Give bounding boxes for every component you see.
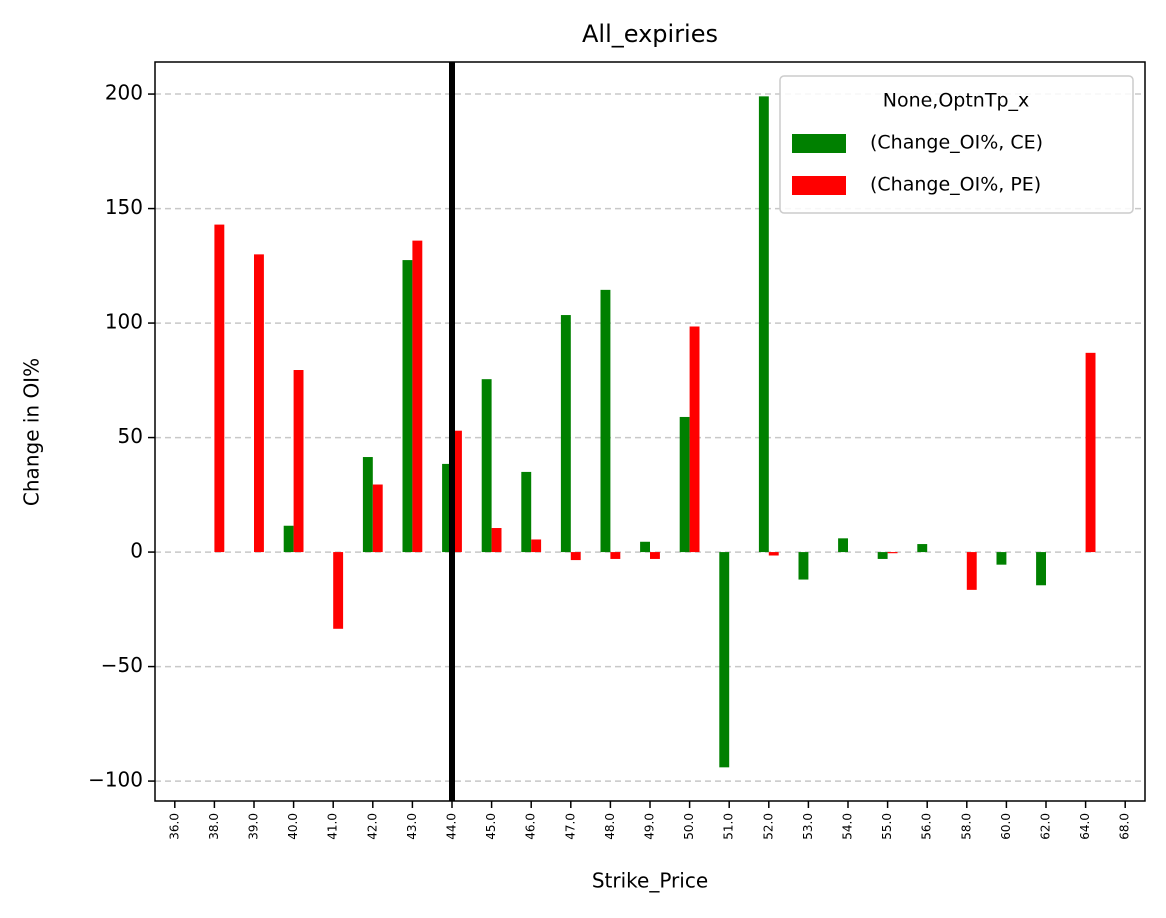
bar <box>442 463 452 553</box>
bar <box>293 370 304 553</box>
x-tick-label: 39.0 <box>247 813 261 840</box>
x-tick-label: 60.0 <box>999 813 1013 840</box>
bar <box>491 528 502 553</box>
legend-title: None,OptnTp_x <box>883 90 1030 112</box>
bar <box>531 539 542 553</box>
bar <box>640 541 650 553</box>
bar <box>887 552 898 554</box>
bar <box>521 471 532 553</box>
x-tick-label: 41.0 <box>326 813 340 840</box>
x-tick-label: 47.0 <box>563 813 577 840</box>
bar <box>214 224 225 553</box>
x-tick-label: 51.0 <box>722 813 736 840</box>
bar <box>1036 552 1046 586</box>
x-tick-label: 50.0 <box>682 813 696 840</box>
x-tick-label: 56.0 <box>920 813 934 840</box>
legend: None,OptnTp_x (Change_OI%, CE) (Change_OI%… <box>779 75 1134 214</box>
bar <box>758 96 769 553</box>
x-tick-label: 45.0 <box>484 813 498 840</box>
bar <box>679 416 690 553</box>
bar <box>610 552 621 559</box>
x-tick-label: 68.0 <box>1118 813 1132 840</box>
x-tick-label: 44.0 <box>445 813 459 840</box>
x-tick-label: 36.0 <box>167 813 181 840</box>
x-tick-label: 38.0 <box>207 813 221 840</box>
bar <box>481 379 492 553</box>
bar <box>283 525 294 553</box>
bar <box>996 552 1007 565</box>
legend-box <box>779 75 1134 214</box>
chart-title: All_expiries <box>582 20 718 48</box>
bar <box>1085 352 1096 553</box>
y-tick-label: 200 <box>105 81 143 105</box>
y-axis-label: Change in OI% <box>20 358 44 506</box>
bar <box>452 430 462 553</box>
legend-label: (Change_OI%, PE) <box>870 174 1041 196</box>
x-tick-label: 48.0 <box>603 813 617 840</box>
y-tick-label: 50 <box>118 424 143 448</box>
bar <box>719 552 730 768</box>
bar <box>412 240 423 553</box>
y-tick-label: 150 <box>105 195 143 219</box>
legend-swatch <box>792 134 846 153</box>
plot-frame <box>154 61 1146 802</box>
x-tick-label: 43.0 <box>405 813 419 840</box>
bar <box>333 552 344 629</box>
y-tick-label: 0 <box>130 539 143 563</box>
x-tick-label: 42.0 <box>365 813 379 840</box>
x-tick-label: 46.0 <box>524 813 538 840</box>
bar <box>689 326 700 553</box>
y-tick-label: −100 <box>88 768 143 792</box>
bar <box>650 552 660 559</box>
bar <box>798 552 809 580</box>
x-axis-label: Strike_Price <box>592 869 708 893</box>
x-tick-label: 64.0 <box>1078 813 1092 840</box>
x-tick-label: 40.0 <box>286 813 300 840</box>
bar <box>600 289 611 553</box>
x-tick-label: 58.0 <box>959 813 973 840</box>
bar <box>362 457 373 553</box>
bar <box>838 538 848 553</box>
y-tick-label: 100 <box>105 310 143 334</box>
x-tick-label: 55.0 <box>880 813 894 840</box>
y-tick-label: −50 <box>101 653 143 677</box>
x-tick-label: 62.0 <box>1039 813 1053 840</box>
x-tick-label: 52.0 <box>761 813 775 840</box>
bar <box>966 552 977 590</box>
x-tick-label: 49.0 <box>643 813 657 840</box>
bar <box>917 544 928 553</box>
bar <box>254 254 264 553</box>
legend-swatch <box>792 176 846 195</box>
legend-label: (Change_OI%, CE) <box>870 132 1043 154</box>
bar <box>570 552 581 561</box>
bar <box>560 315 571 553</box>
bar <box>877 552 888 559</box>
x-tick-label: 53.0 <box>801 813 815 840</box>
x-tick-label: 54.0 <box>841 813 855 840</box>
bar <box>402 260 413 553</box>
bar <box>372 484 383 553</box>
bar <box>768 552 779 556</box>
